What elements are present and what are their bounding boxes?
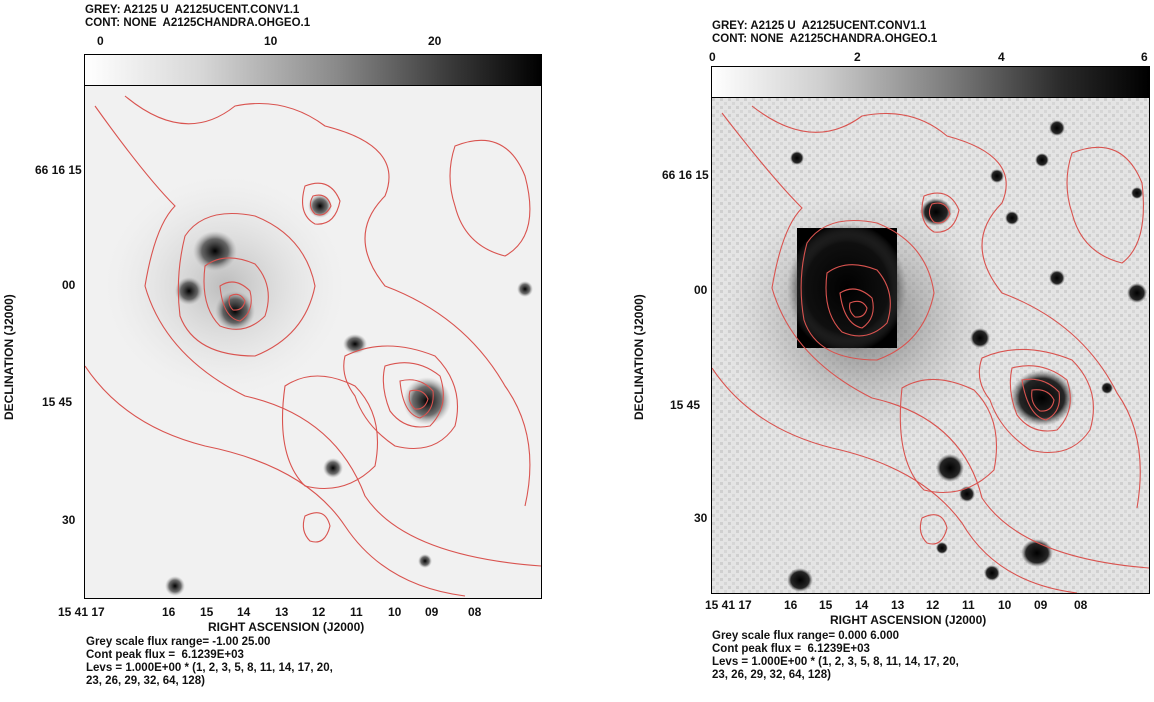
x-tick-6: 11: [350, 605, 363, 619]
x-tick-6: 11: [962, 598, 975, 612]
footer-line-0: Grey scale flux range= 0.000 6.000: [712, 630, 899, 642]
x-ticks: 15 41 17 16 15 14 13 12 11 10 09 08: [600, 598, 1154, 614]
scale-tick-0: 0: [97, 34, 104, 48]
x-tick-3: 14: [237, 605, 251, 619]
x-tick-0: 15 41 17: [705, 598, 752, 612]
scale-tick-1: 10: [264, 34, 278, 48]
footer-line-1: Cont peak flux = 6.1239E+03: [712, 643, 870, 655]
y-tick-0: 66 16 15: [35, 163, 82, 177]
x-tick-3: 14: [855, 598, 869, 612]
footer-line-2: Levs = 1.000E+00 * (1, 2, 3, 5, 8, 11, 1…: [712, 656, 959, 668]
x-tick-9: 08: [468, 605, 482, 619]
y-tick-3: 30: [694, 511, 708, 525]
x-tick-7: 10: [388, 605, 402, 619]
footer-notes: Grey scale flux range= 0.000 6.000 Cont p…: [712, 630, 959, 682]
contour-header: CONT: NONE A2125CHANDRA.OHGEO.1: [85, 17, 311, 29]
right-panel: GREY: A2125 U A2125UCENT.CONV1.1 CONT: N…: [600, 0, 1154, 702]
x-tick-8: 09: [425, 605, 439, 619]
contour-image: [712, 98, 1149, 593]
x-tick-1: 16: [784, 598, 798, 612]
scale-tick-1: 2: [854, 50, 861, 64]
x-tick-2: 15: [819, 598, 833, 612]
y-tick-1: 00: [694, 283, 708, 297]
x-tick-5: 12: [926, 598, 940, 612]
x-tick-4: 13: [891, 598, 905, 612]
footer-line-3: 23, 26, 29, 32, 64, 128): [712, 669, 831, 681]
footer-line-2: Levs = 1.000E+00 * (1, 2, 3, 5, 8, 11, 1…: [86, 662, 333, 674]
x-tick-5: 12: [312, 605, 326, 619]
footer-notes: Grey scale flux range= -1.00 25.00 Cont p…: [86, 636, 333, 688]
y-tick-1: 00: [62, 278, 76, 292]
x-tick-0: 15 41 17: [58, 605, 105, 619]
x-ticks: 15 41 17 16 15 14 13 12 11 10 09 08: [0, 605, 560, 621]
image-plot: [84, 85, 542, 599]
contour-image: [85, 86, 541, 598]
x-tick-2: 15: [200, 605, 214, 619]
y-tick-2: 15 45: [670, 398, 701, 412]
scale-tick-3: 6: [1141, 50, 1148, 64]
x-tick-4: 13: [275, 605, 289, 619]
x-tick-7: 10: [998, 598, 1012, 612]
footer-line-1: Cont peak flux = 6.1239E+03: [86, 649, 244, 661]
scale-tick-2: 4: [998, 50, 1005, 64]
left-panel: GREY: A2125 U A2125UCENT.CONV1.1 CONT: N…: [0, 0, 560, 702]
x-tick-9: 08: [1074, 598, 1088, 612]
grey-header: GREY: A2125 U A2125UCENT.CONV1.1: [712, 20, 927, 32]
x-axis-label: RIGHT ASCENSION (J2000): [208, 620, 365, 634]
scale-tick-0: 0: [709, 50, 716, 64]
grey-scale-bar: [711, 66, 1150, 98]
y-tick-3: 30: [62, 513, 76, 527]
y-axis-label: DECLINATION (J2000): [632, 294, 646, 420]
x-axis-label: RIGHT ASCENSION (J2000): [830, 613, 987, 627]
y-axis-label: DECLINATION (J2000): [2, 294, 16, 420]
x-tick-1: 16: [162, 605, 176, 619]
scale-tick-2: 20: [428, 34, 442, 48]
y-tick-0: 66 16 15: [662, 168, 709, 182]
footer-line-0: Grey scale flux range= -1.00 25.00: [86, 636, 271, 648]
grey-scale-bar: [84, 54, 542, 86]
contour-header: CONT: NONE A2125CHANDRA.OHGEO.1: [712, 33, 938, 45]
grey-header: GREY: A2125 U A2125UCENT.CONV1.1: [85, 4, 300, 16]
y-tick-2: 15 45: [42, 395, 73, 409]
footer-line-3: 23, 26, 29, 32, 64, 128): [86, 675, 205, 687]
image-plot: [711, 97, 1150, 594]
x-tick-8: 09: [1034, 598, 1048, 612]
